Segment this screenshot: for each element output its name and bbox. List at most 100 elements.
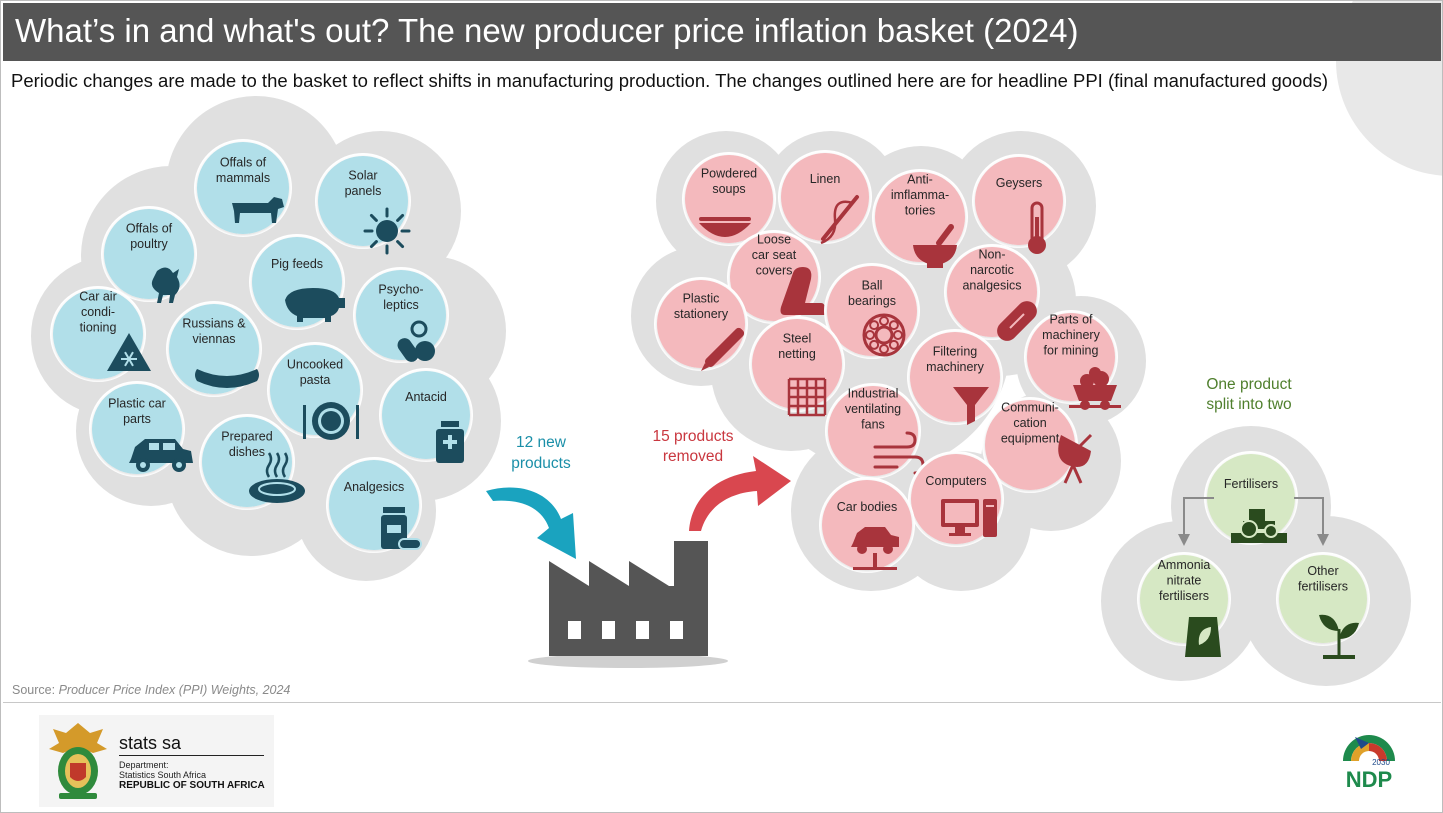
removed_products-label: bearings [848, 294, 896, 308]
circle-fill [356, 270, 446, 360]
mine-cart-icon [1069, 367, 1121, 410]
arrowhead-left [1178, 534, 1190, 546]
source-prefix: Source: [12, 683, 59, 697]
split-child-label: nitrate [1167, 574, 1202, 588]
circle-fill [781, 153, 869, 241]
split-parent-item: Fertilisers [1204, 451, 1298, 545]
needle-thread-icon [820, 195, 859, 245]
new_products-label: mammals [216, 171, 270, 185]
new_products-label: Car air [79, 290, 117, 304]
new_products-label: Uncooked [287, 357, 343, 371]
new_products-label: parts [123, 412, 151, 426]
new_products-item: Russians & viennas [166, 301, 262, 397]
thermometer-icon [1028, 201, 1046, 254]
removed_products-label: Filtering [933, 344, 978, 358]
hot-dish-icon [249, 452, 305, 503]
split-parent-label: Fertilisers [1224, 477, 1278, 491]
title-bar: What’s in and what's out? The new produc… [3, 3, 1441, 61]
circle-fill [752, 319, 842, 409]
car-icon [129, 439, 193, 472]
new_products-item: Plastic car parts [89, 381, 193, 477]
chicken-icon [151, 267, 180, 303]
new_products-label: poultry [130, 237, 168, 251]
tractor-icon [1231, 509, 1287, 543]
stats-sa-name: stats sa [119, 733, 182, 753]
new_products-label: Prepared [221, 429, 272, 443]
circle-fill [975, 157, 1063, 245]
page-title: What’s in and what's out? The new produc… [15, 12, 1079, 49]
mortar-pestle-icon [913, 224, 957, 268]
car-seat-icon [780, 267, 825, 315]
split-child-label: Ammonia [1158, 558, 1211, 572]
new_products-label: Analgesics [344, 480, 404, 494]
new_products-item: Analgesics [326, 457, 422, 553]
snowflake-warning-icon [107, 333, 151, 371]
removed_products-item: Computers [908, 451, 1004, 547]
computer-icon [941, 499, 997, 537]
removed_products-label: for mining [1044, 344, 1099, 358]
grid-net-icon [787, 377, 827, 417]
ndp-year: 2030 [1372, 758, 1390, 767]
removed_products-item: Filtering machinery [907, 329, 1003, 425]
removed_products-label: Plastic [683, 291, 720, 305]
sausage-icon [195, 369, 259, 388]
removed_products-label: equipment [1001, 432, 1060, 446]
new_products-label: Solar [348, 168, 377, 182]
new_products-item: Solar panels [315, 153, 411, 255]
new_products-item: Pig feeds [249, 234, 345, 330]
new_products-label: Antacid [405, 390, 447, 404]
department-label: Department: [119, 760, 169, 770]
circle-fill [828, 386, 918, 476]
pig-icon [285, 288, 345, 322]
new_products-item: Uncooked pasta [267, 342, 363, 440]
removed_products-label: stationery [674, 307, 729, 321]
factory-icon [528, 541, 728, 668]
removed_products-label: soups [712, 182, 745, 196]
pills-icon [397, 320, 435, 362]
new_products-label: viennas [192, 332, 235, 346]
outgoing-arrow [689, 456, 791, 531]
split-child-label: fertilisers [1298, 580, 1348, 594]
removed_products-label: analgesics [962, 279, 1021, 293]
removed_products-item: Geysers [972, 154, 1066, 254]
removed_products-label: Linen [810, 172, 841, 186]
satellite-dish-icon [1058, 433, 1093, 484]
seedling-icon [1319, 614, 1359, 659]
fertiliser-bag-icon [1185, 617, 1221, 657]
arrowhead-right [1317, 534, 1329, 546]
removed_products-item: Communi-cation equipment [982, 397, 1093, 493]
circle-fill [169, 304, 259, 394]
new_products-label: tioning [80, 321, 117, 335]
removed_products-label: ventilating [845, 402, 901, 416]
new_products-item: Psycho-leptics [353, 267, 449, 363]
circle-fill [985, 400, 1075, 490]
circle-fill [822, 480, 912, 570]
removed_products-item: Anti-imflamma-tories [872, 169, 968, 268]
split-label-line2: split into two [1206, 396, 1291, 413]
new_products-label: Pig feeds [271, 257, 323, 271]
removed_products-label: fans [861, 418, 885, 432]
new-products-label-line2: products [511, 455, 571, 472]
removed_products-label: Computers [925, 474, 986, 488]
new_products-label: Psycho- [378, 282, 423, 296]
removed_products-label: cation [1013, 416, 1046, 430]
removed_products-item: Non-narcotic analgesics [944, 244, 1040, 341]
new_products-label: panels [345, 184, 382, 198]
new_products-label: Offals of [220, 155, 267, 169]
removed_products-item: Plastic stationery [654, 277, 748, 371]
split-label-line1: One product [1206, 376, 1292, 393]
removed_products-item: Powdered soups [682, 152, 776, 246]
page-subtitle: Periodic changes are made to the basket … [11, 70, 1329, 91]
removed-products-label-line2: removed [663, 448, 723, 465]
bearing-icon [862, 313, 906, 357]
removed_products-label: machinery [1042, 328, 1100, 342]
removed_products-label: tories [905, 204, 936, 218]
footer-divider [3, 702, 1441, 703]
removed_products-item: Ball bearings [824, 263, 920, 359]
removed_products-label: Non- [978, 248, 1005, 262]
